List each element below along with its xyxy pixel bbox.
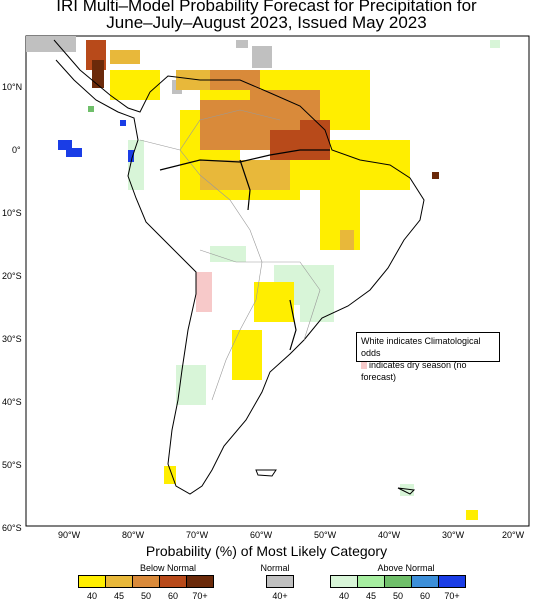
map-title-line1: IRI Multi–Model Probability Forecast for… <box>56 0 477 15</box>
note-line-2: indicates dry season (no forecast) <box>361 360 467 382</box>
above-normal-caption: Above Normal <box>377 563 435 573</box>
normal-color-swatch <box>266 575 294 588</box>
below-tick: 70+ <box>192 591 208 601</box>
above-tick: 50 <box>392 591 403 601</box>
falklands <box>255 469 277 477</box>
rivers <box>159 149 330 351</box>
lon-label: 70°W <box>186 530 209 540</box>
lat-label: 10°N <box>2 82 22 92</box>
climatology-note: White indicates Climatological odds indi… <box>356 332 500 382</box>
legend-title: Probability (%) of Most Likely Category <box>145 543 388 559</box>
lon-label: 20°W <box>502 530 525 540</box>
south-georgia <box>397 487 416 495</box>
lat-label: 40°S <box>2 397 22 407</box>
below-tick: 45 <box>113 591 124 601</box>
lat-label: 30°S <box>2 334 22 344</box>
above-color-swatch <box>357 575 385 588</box>
above-color-swatch <box>438 575 466 588</box>
lon-label: 80°W <box>122 530 145 540</box>
coastline <box>53 39 425 495</box>
below-normal-swatches <box>78 575 214 588</box>
below-tick: 40 <box>86 591 97 601</box>
normal-tick: 40+ <box>272 591 288 601</box>
above-tick: 60 <box>419 591 430 601</box>
lon-label: 50°W <box>314 530 337 540</box>
below-color-swatch <box>159 575 187 588</box>
dry-season-area <box>196 272 212 312</box>
map-title-line2: June–July–August 2023, Issued May 2023 <box>106 13 427 32</box>
above-color-swatch <box>330 575 358 588</box>
dry-season-swatch <box>361 362 367 369</box>
below-color-swatch <box>78 575 106 588</box>
note-line-1: White indicates Climatological odds <box>361 336 481 358</box>
lat-label: 20°S <box>2 271 22 281</box>
normal-caption: Normal <box>260 563 290 573</box>
above-tick: 45 <box>365 591 376 601</box>
above-tick: 70+ <box>444 591 460 601</box>
lon-label: 30°W <box>442 530 465 540</box>
lat-label: 0° <box>12 145 21 155</box>
lat-label: 60°S <box>2 523 22 533</box>
normal-swatches <box>266 575 294 588</box>
above-color-swatch <box>411 575 439 588</box>
lon-label: 90°W <box>58 530 81 540</box>
above-color-swatch <box>384 575 412 588</box>
below-color-swatch <box>105 575 133 588</box>
above-normal-swatches <box>330 575 466 588</box>
above-tick: 40 <box>338 591 349 601</box>
lon-label: 40°W <box>378 530 401 540</box>
below-normal-caption: Below Normal <box>139 563 197 573</box>
below-tick: 60 <box>167 591 178 601</box>
lat-label: 10°S <box>2 208 22 218</box>
lat-label: 50°S <box>2 460 22 470</box>
above-normal-areas <box>58 40 500 496</box>
below-color-swatch <box>132 575 160 588</box>
lon-label: 60°W <box>250 530 273 540</box>
below-tick: 50 <box>140 591 151 601</box>
below-color-swatch <box>186 575 214 588</box>
